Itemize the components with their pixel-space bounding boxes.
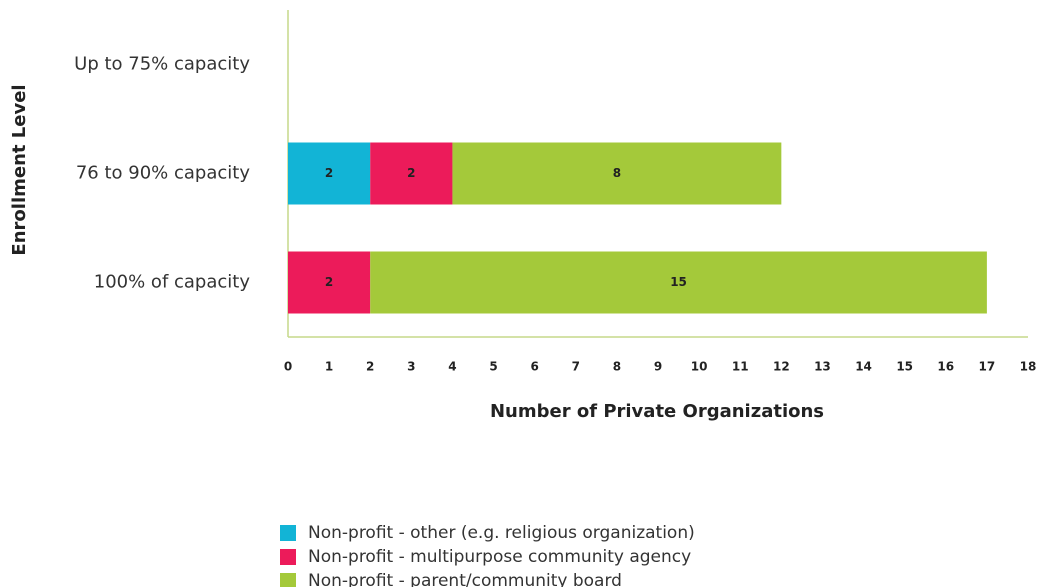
x-tick-label: 15 bbox=[896, 360, 913, 374]
data-label: 2 bbox=[325, 166, 333, 180]
y-axis-label: Enrollment Level bbox=[9, 84, 30, 255]
legend-swatch bbox=[280, 549, 296, 565]
x-tick-label: 2 bbox=[366, 360, 374, 374]
bar-segment bbox=[288, 142, 371, 205]
legend-swatch bbox=[280, 525, 296, 541]
x-tick-label: 4 bbox=[448, 360, 456, 374]
legend-label: Non-profit - multipurpose community agen… bbox=[308, 547, 691, 567]
x-tick-label: 12 bbox=[773, 360, 790, 374]
data-label: 8 bbox=[613, 166, 621, 180]
legend-label: Non-profit - parent/community board bbox=[308, 571, 622, 587]
y-tick-label: Up to 75% capacity bbox=[74, 54, 250, 75]
bar-segment bbox=[370, 142, 453, 205]
legend-label: Non-profit - other (e.g. religious organ… bbox=[308, 523, 695, 543]
x-tick-label: 8 bbox=[613, 360, 621, 374]
y-tick-label: 100% of capacity bbox=[94, 272, 251, 293]
bar-segment bbox=[452, 142, 782, 205]
bar-segment bbox=[288, 251, 371, 314]
y-tick-label: 76 to 90% capacity bbox=[76, 163, 250, 184]
x-tick-label: 0 bbox=[284, 360, 292, 374]
x-tick-label: 11 bbox=[732, 360, 749, 374]
x-tick-label: 5 bbox=[489, 360, 497, 374]
x-axis-label: Number of Private Organizations bbox=[490, 401, 824, 422]
data-label: 2 bbox=[325, 275, 333, 289]
data-label: 15 bbox=[670, 275, 687, 289]
x-tick-label: 14 bbox=[855, 360, 872, 374]
x-tick-label: 6 bbox=[530, 360, 538, 374]
legend-swatch bbox=[280, 573, 296, 587]
x-tick-label: 10 bbox=[691, 360, 708, 374]
x-tick-label: 3 bbox=[407, 360, 415, 374]
x-tick-label: 7 bbox=[572, 360, 580, 374]
x-tick-label: 1 bbox=[325, 360, 333, 374]
bar-segment bbox=[370, 251, 987, 314]
x-tick-label: 17 bbox=[979, 360, 996, 374]
x-tick-label: 16 bbox=[937, 360, 954, 374]
x-tick-label: 9 bbox=[654, 360, 662, 374]
data-label: 2 bbox=[407, 166, 415, 180]
x-tick-label: 13 bbox=[814, 360, 831, 374]
x-tick-label: 18 bbox=[1020, 360, 1037, 374]
